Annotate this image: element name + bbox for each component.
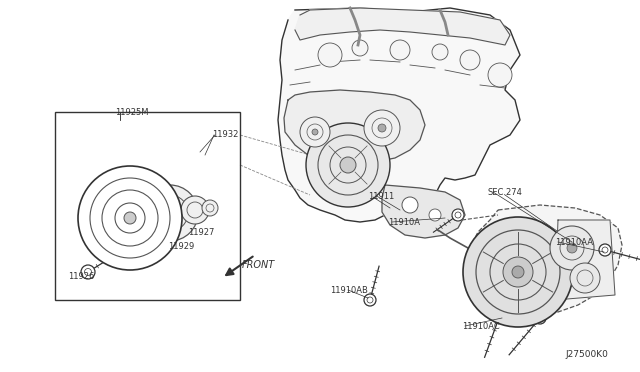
Circle shape — [300, 117, 330, 147]
Bar — [55, 112, 240, 300]
Text: SEC.274: SEC.274 — [488, 188, 523, 197]
Text: J27500K0: J27500K0 — [565, 350, 608, 359]
Text: 11911: 11911 — [368, 192, 394, 201]
Text: 11926: 11926 — [68, 272, 94, 281]
Circle shape — [550, 226, 594, 270]
Text: 11910AC: 11910AC — [462, 322, 500, 331]
Circle shape — [463, 217, 573, 327]
Circle shape — [570, 263, 600, 293]
Circle shape — [494, 309, 506, 321]
Circle shape — [512, 266, 524, 278]
Circle shape — [567, 243, 577, 253]
Circle shape — [78, 166, 182, 270]
Polygon shape — [470, 205, 622, 315]
Circle shape — [402, 197, 418, 213]
Polygon shape — [284, 90, 425, 165]
Circle shape — [142, 185, 198, 241]
Circle shape — [364, 294, 376, 306]
Circle shape — [460, 50, 480, 70]
Circle shape — [81, 265, 95, 279]
Polygon shape — [555, 220, 615, 300]
Circle shape — [306, 123, 390, 207]
Circle shape — [312, 129, 318, 135]
Text: 11910AA: 11910AA — [555, 238, 593, 247]
Text: 11925M: 11925M — [115, 108, 148, 117]
Circle shape — [364, 110, 400, 146]
Circle shape — [503, 257, 533, 287]
Circle shape — [429, 209, 441, 221]
Circle shape — [390, 40, 410, 60]
Polygon shape — [295, 8, 510, 45]
Text: 11929: 11929 — [168, 242, 195, 251]
Circle shape — [352, 40, 368, 56]
Polygon shape — [278, 8, 520, 222]
Circle shape — [124, 212, 136, 224]
Circle shape — [599, 244, 611, 256]
Circle shape — [378, 124, 386, 132]
Text: FRONT: FRONT — [242, 260, 275, 270]
Circle shape — [202, 200, 218, 216]
Circle shape — [452, 209, 464, 221]
Polygon shape — [382, 185, 465, 238]
Text: 11910A: 11910A — [388, 218, 420, 227]
Circle shape — [488, 63, 512, 87]
Circle shape — [181, 196, 209, 224]
Text: 11927: 11927 — [188, 228, 214, 237]
Circle shape — [534, 312, 546, 324]
Text: 11910AB: 11910AB — [330, 286, 368, 295]
Circle shape — [432, 44, 448, 60]
Circle shape — [340, 157, 356, 173]
Text: 11932: 11932 — [212, 130, 238, 139]
Circle shape — [318, 43, 342, 67]
